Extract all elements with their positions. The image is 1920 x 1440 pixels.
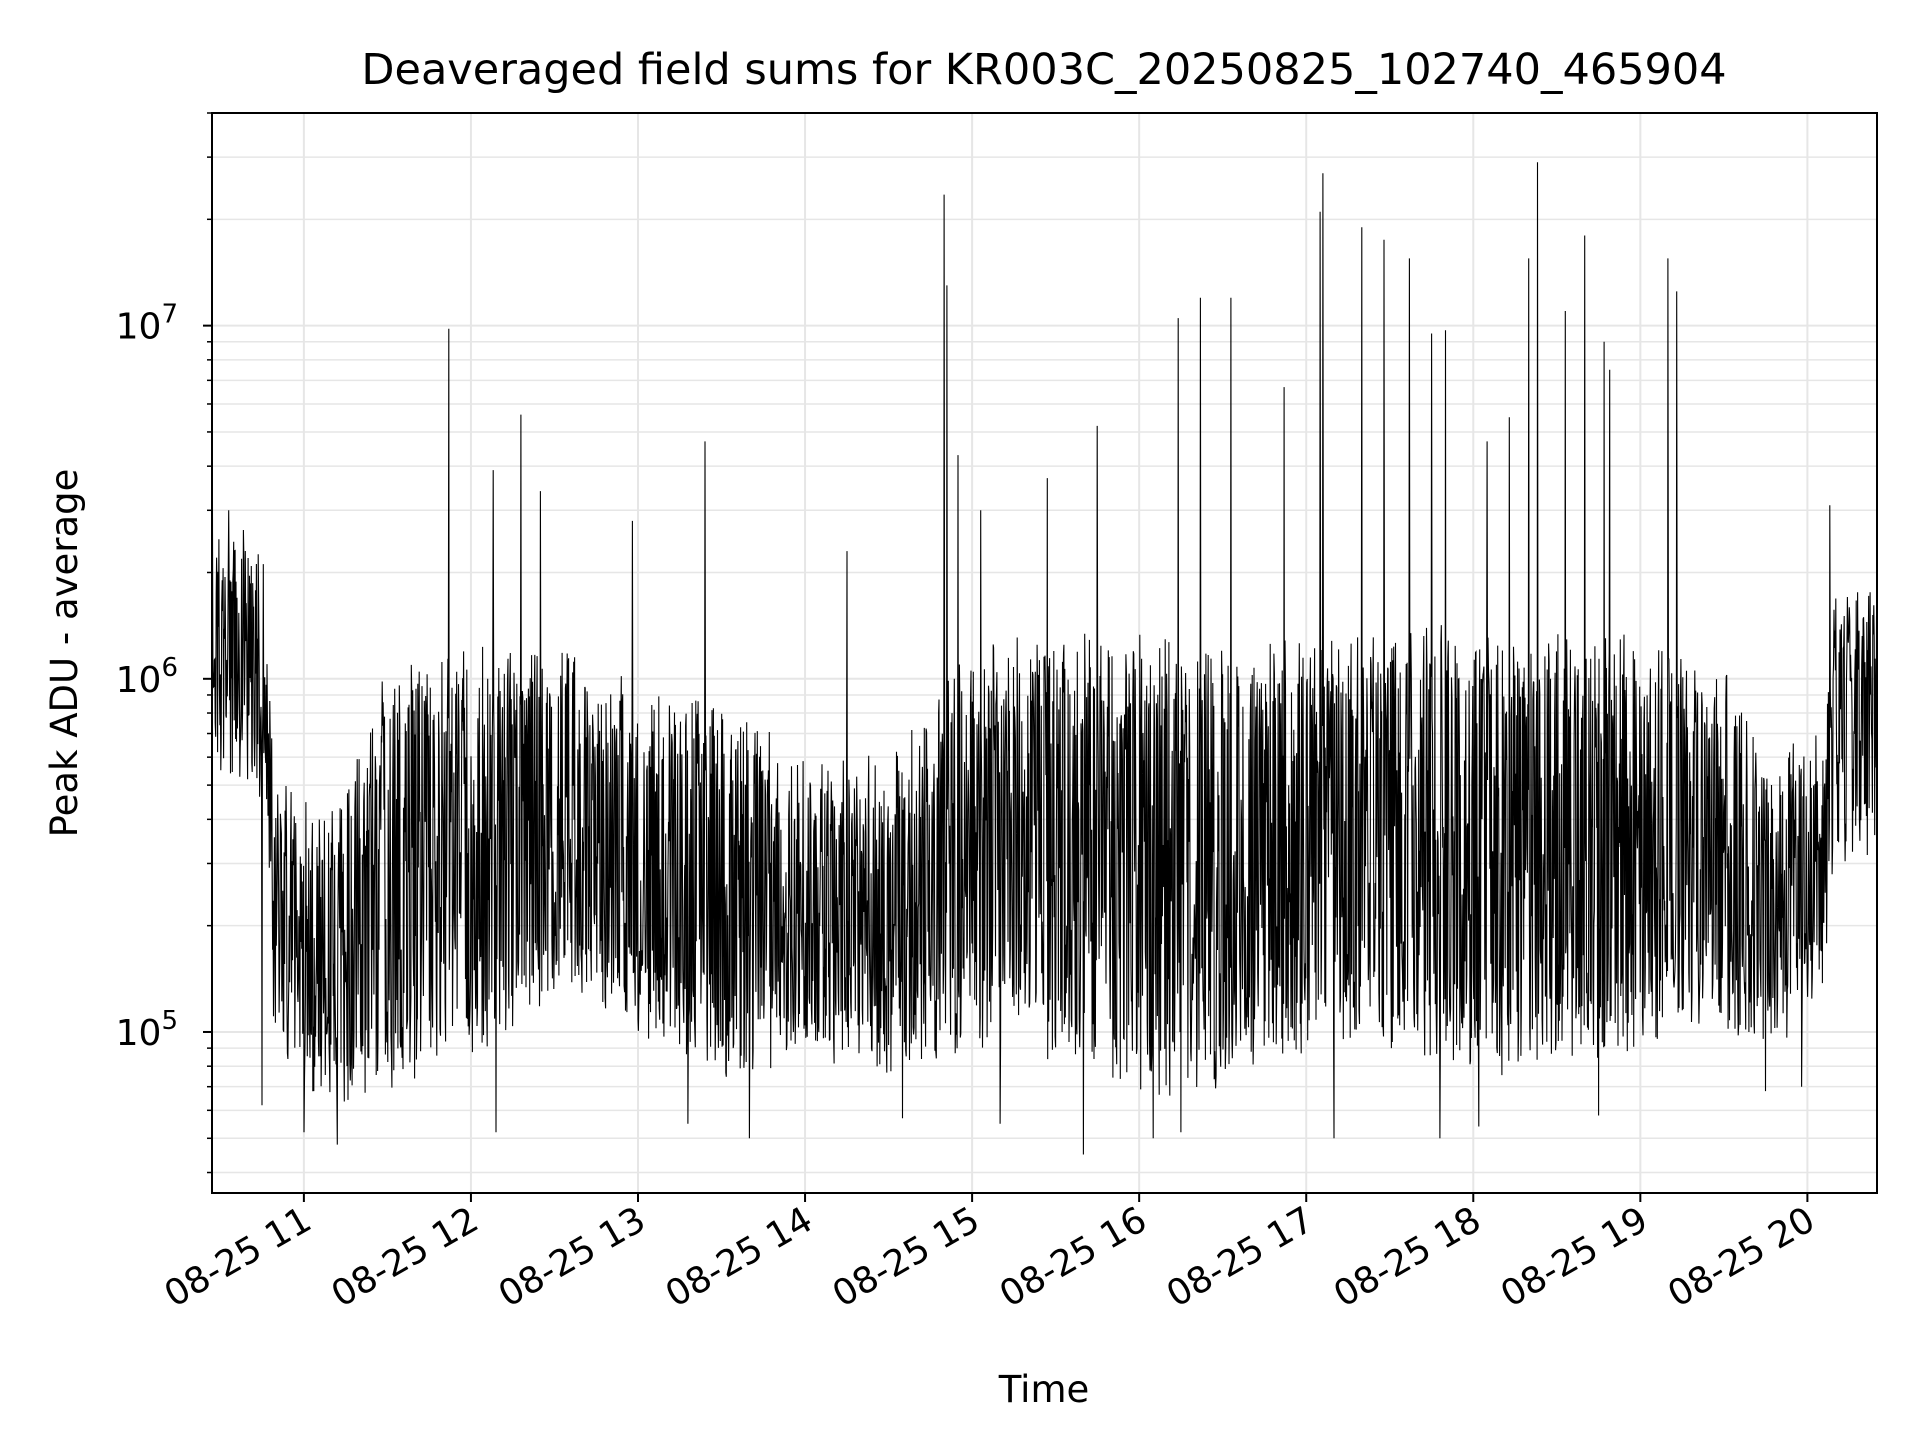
y-tick-label: 106	[116, 653, 178, 701]
y-axis-ticks: 105 106 107	[116, 112, 212, 1174]
y-tick-label: 105	[116, 1006, 178, 1054]
plot-frame	[211, 112, 1878, 1194]
x-axis-label: Time	[998, 1368, 1090, 1411]
chart-title: Deaveraged field sums for KR003C_2025082…	[361, 45, 1726, 95]
series-line	[212, 162, 1877, 1155]
y-axis-label: Peak ADU - average	[43, 469, 86, 838]
y-tick-label: 107	[116, 300, 178, 348]
data-line	[212, 162, 1877, 1155]
